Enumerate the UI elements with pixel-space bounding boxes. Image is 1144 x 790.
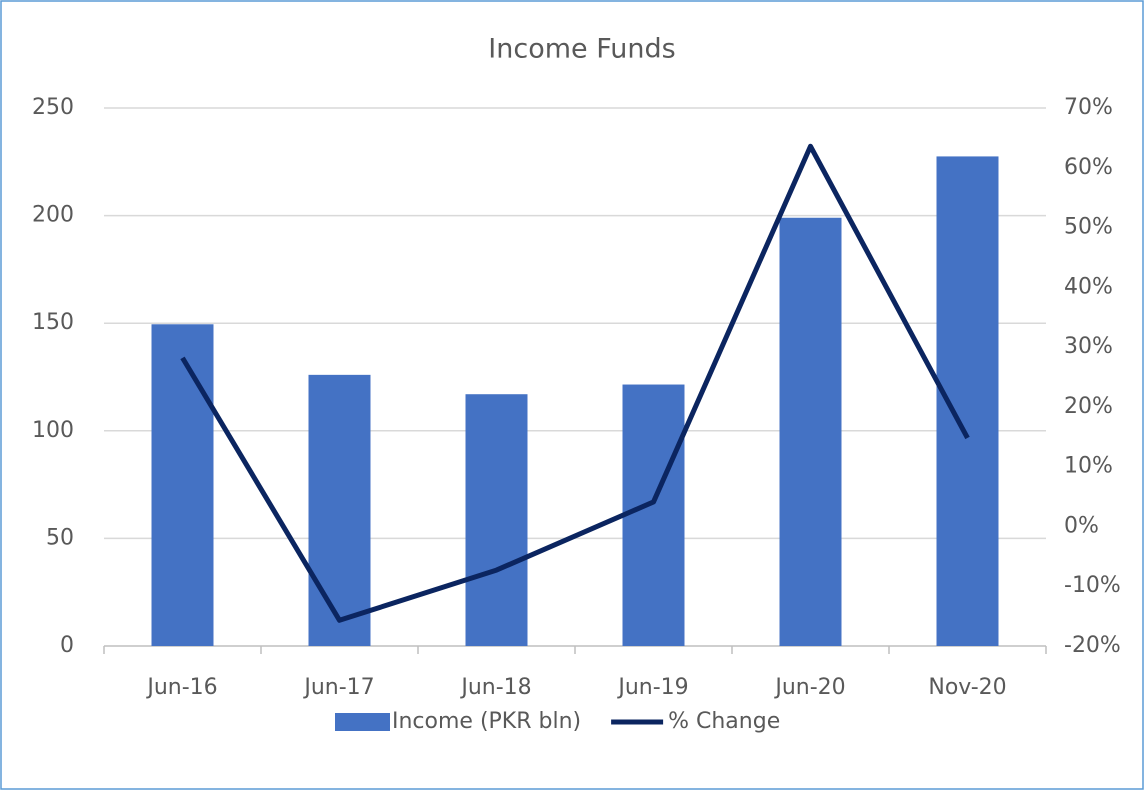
y2-tick-label: 10% (1064, 454, 1113, 479)
x-tick-label: Nov-20 (928, 675, 1006, 700)
y2-tick-label: -10% (1064, 573, 1121, 598)
y2-tick-label: 50% (1064, 215, 1113, 240)
y2-tick-label: 40% (1064, 274, 1113, 299)
y-tick-label: 250 (32, 95, 74, 120)
y2-tick-label: -20% (1064, 633, 1121, 658)
bar (622, 384, 685, 646)
y-tick-label: 150 (32, 310, 74, 335)
y2-tick-label: 70% (1064, 95, 1113, 120)
legend-swatch (335, 713, 390, 731)
x-tick-label: Jun-17 (302, 675, 374, 700)
bar (308, 374, 371, 646)
bar (779, 217, 842, 646)
x-tick-label: Jun-16 (145, 675, 217, 700)
y-tick-label: 0 (60, 633, 74, 658)
x-tick-label: Jun-18 (459, 675, 531, 700)
y-tick-label: 50 (46, 525, 74, 550)
y2-tick-label: 0% (1064, 513, 1099, 538)
y-tick-label: 100 (32, 418, 74, 443)
y2-tick-label: 20% (1064, 394, 1113, 419)
y-tick-label: 200 (32, 203, 74, 228)
y2-tick-label: 60% (1064, 155, 1113, 180)
y2-tick-label: 30% (1064, 334, 1113, 359)
bar (465, 394, 528, 646)
bar (151, 324, 214, 646)
chart-title: Income Funds (488, 34, 675, 65)
line (180, 143, 970, 623)
x-tick-label: Jun-20 (773, 675, 845, 700)
x-tick-label: Jun-19 (616, 675, 688, 700)
legend-label: % Change (668, 709, 780, 734)
legend-label: Income (PKR bln) (392, 709, 581, 734)
